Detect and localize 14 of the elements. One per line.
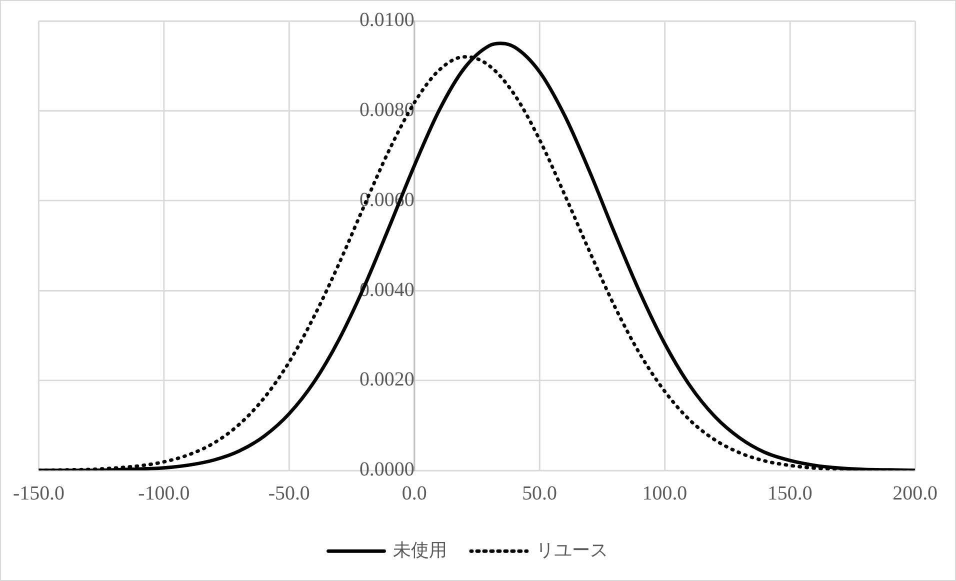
legend-label: リユース xyxy=(536,540,608,560)
x-tick-label: 50.0 xyxy=(522,482,557,505)
x-tick-label: 150.0 xyxy=(767,482,812,505)
x-tick-label: -100.0 xyxy=(138,482,190,505)
y-tick-label: 0.0100 xyxy=(359,9,414,32)
y-tick-label: 0.0000 xyxy=(359,458,414,481)
legend-label: 未使用 xyxy=(393,540,448,560)
x-tick-label: 200.0 xyxy=(892,482,938,505)
x-tick-label: 100.0 xyxy=(642,482,688,505)
x-tick-label: -50.0 xyxy=(268,482,310,505)
y-tick-label: 0.0080 xyxy=(359,99,414,122)
x-tick-label: -150.0 xyxy=(12,482,65,505)
x-tick-label: 0.0 xyxy=(402,482,427,505)
y-tick-label: 0.0020 xyxy=(359,368,414,391)
